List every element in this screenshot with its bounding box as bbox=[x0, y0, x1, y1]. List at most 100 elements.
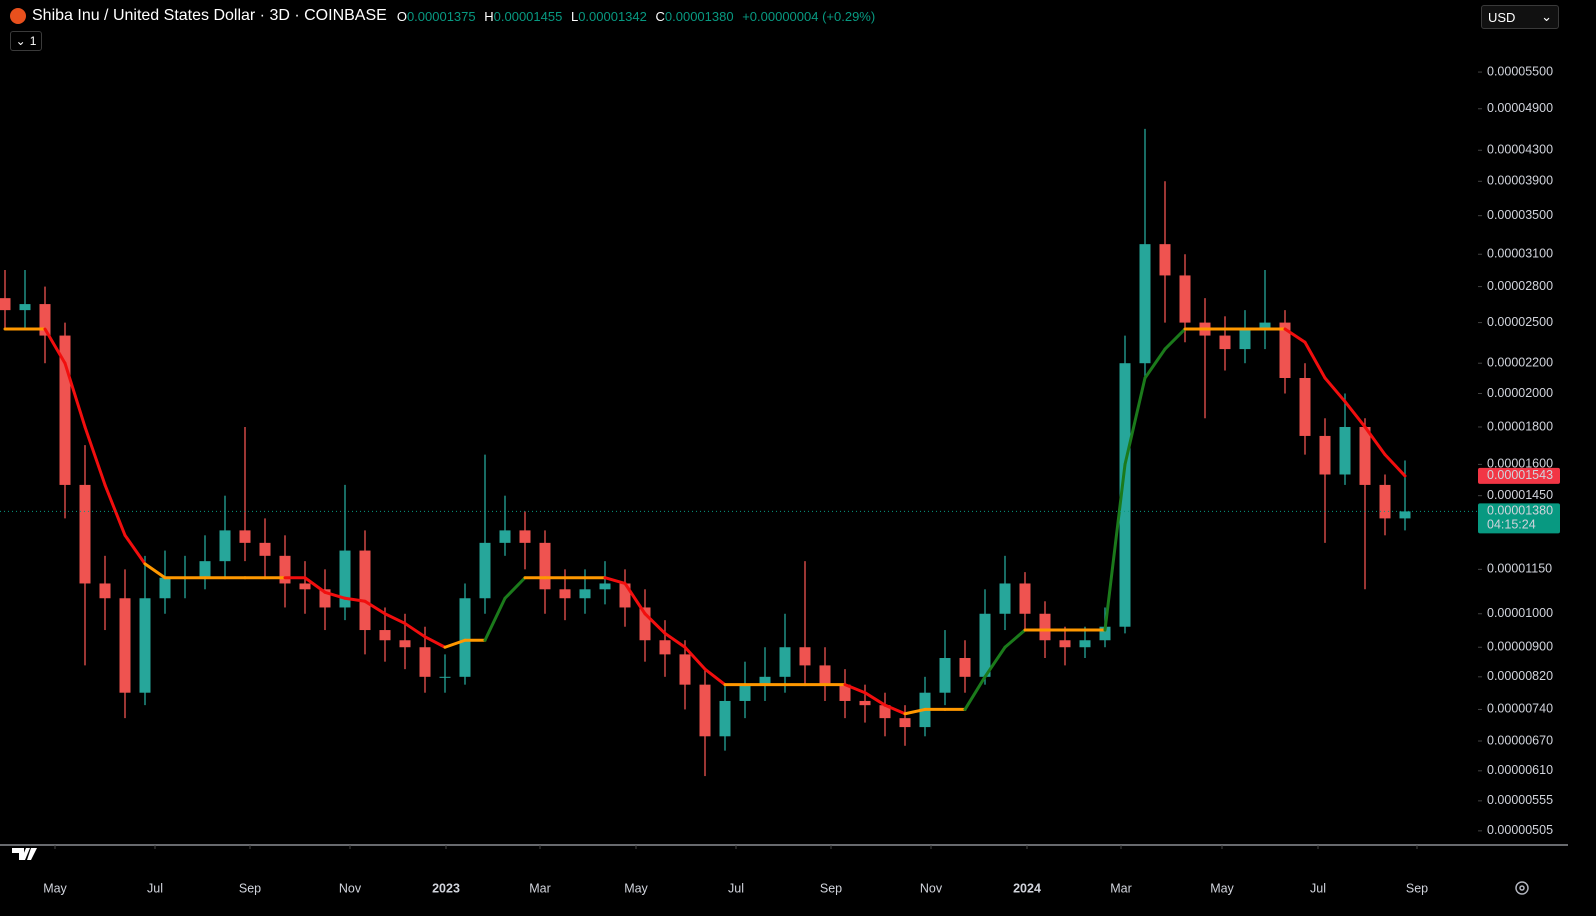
candle-body bbox=[339, 550, 351, 608]
candle-body bbox=[979, 613, 991, 677]
y-tick-label: 0.00002000 bbox=[1487, 386, 1553, 400]
x-tick-label: Sep bbox=[820, 881, 842, 895]
price-tag bbox=[1478, 503, 1560, 534]
candle-body bbox=[1179, 275, 1191, 323]
trail-segment bbox=[903, 707, 927, 716]
symbol-title[interactable]: Shiba Inu / United States Dollar · 3D · … bbox=[32, 7, 387, 24]
y-tick-label: 0.00002500 bbox=[1487, 315, 1553, 329]
x-tick-label: 2024 bbox=[1013, 881, 1041, 895]
candle-body bbox=[1099, 626, 1111, 641]
candle-body bbox=[539, 542, 551, 590]
l-label: L bbox=[570, 8, 579, 24]
o-value: 0.00001375 bbox=[406, 8, 476, 24]
trail-segment bbox=[963, 675, 987, 711]
candle-body bbox=[1079, 640, 1091, 648]
indicator-count: 1 bbox=[29, 34, 37, 48]
candle-body bbox=[1119, 363, 1131, 627]
candle-body bbox=[1399, 511, 1411, 519]
x-tick-label: Jul bbox=[728, 881, 744, 895]
trail-segment bbox=[383, 612, 407, 625]
x-tick-label: May bbox=[624, 881, 648, 895]
trail-segment bbox=[443, 638, 467, 649]
y-tick-label: 0.00004300 bbox=[1487, 143, 1553, 157]
x-tick-label: Mar bbox=[529, 881, 551, 895]
y-tick-label: 0.00003100 bbox=[1487, 247, 1553, 261]
trail-segment bbox=[1383, 453, 1407, 478]
trail-segment bbox=[143, 562, 167, 580]
change-value: +0.00000004 (+0.29%) bbox=[742, 8, 876, 24]
trail-segment bbox=[703, 667, 727, 687]
x-tick-label: May bbox=[43, 881, 67, 895]
candle-body bbox=[519, 530, 531, 543]
y-tick-label: 0.00001800 bbox=[1487, 419, 1553, 433]
trail-segment bbox=[1343, 400, 1367, 429]
trail-segment bbox=[603, 576, 627, 585]
trail-segment bbox=[983, 645, 1007, 679]
trail-segment bbox=[883, 703, 907, 716]
chevron: ⌄ bbox=[1541, 9, 1552, 24]
candle-body bbox=[759, 676, 771, 685]
candle-body bbox=[1359, 426, 1371, 485]
candle-body bbox=[719, 700, 731, 737]
candle-body bbox=[399, 640, 411, 648]
trail-segment bbox=[623, 581, 647, 616]
trail-segment bbox=[103, 483, 127, 537]
candle-body bbox=[839, 684, 851, 701]
candle-body bbox=[1059, 640, 1071, 648]
candle-body bbox=[299, 583, 311, 590]
trail-segment bbox=[1143, 347, 1167, 380]
trail-segment bbox=[483, 596, 507, 642]
candle-body bbox=[639, 607, 651, 641]
trail-segment bbox=[683, 645, 707, 671]
candle-body bbox=[859, 700, 871, 706]
candle-body bbox=[319, 589, 331, 608]
indicator-toggle[interactable]: ⌄ 1 bbox=[10, 31, 42, 51]
x-tick-label: Mar bbox=[1110, 881, 1132, 895]
candle-body bbox=[1239, 329, 1251, 350]
ohlc-legend: O0.00001375 H0.00001455 L0.00001342 C0.0… bbox=[397, 9, 880, 24]
countdown: 04:15:24 bbox=[1487, 518, 1536, 532]
candle-body bbox=[199, 561, 211, 578]
candle-body bbox=[739, 684, 751, 701]
trail-segment bbox=[1323, 376, 1347, 404]
trail-segment bbox=[423, 635, 447, 649]
candle-body bbox=[1339, 426, 1351, 475]
trail-segment bbox=[1283, 327, 1307, 344]
y-tick-label: 0.00001150 bbox=[1487, 562, 1552, 576]
candle-body bbox=[1159, 244, 1171, 276]
symbol-header: Shiba Inu / United States Dollar · 3D · … bbox=[10, 7, 880, 25]
y-tick-label: 0.00000555 bbox=[1487, 793, 1553, 807]
trail-segment bbox=[503, 576, 527, 600]
symbol-icon bbox=[10, 8, 26, 24]
candle-body bbox=[799, 647, 811, 666]
candle-body bbox=[559, 589, 571, 599]
x-tick-label: Sep bbox=[239, 881, 261, 895]
candle-body bbox=[679, 654, 691, 685]
candle-body bbox=[119, 598, 131, 693]
candle-body bbox=[139, 598, 151, 693]
trail-segment bbox=[1103, 462, 1127, 632]
candle-body bbox=[279, 555, 291, 584]
y-tick-label: 0.00002200 bbox=[1487, 356, 1553, 370]
candle-body bbox=[159, 577, 171, 599]
trail-segment bbox=[343, 596, 367, 603]
trail-segment bbox=[323, 590, 347, 600]
currency-select[interactable]: USD ⌄ bbox=[1481, 5, 1559, 29]
settings-icon[interactable] bbox=[1515, 881, 1529, 895]
candle-body bbox=[19, 304, 31, 311]
y-tick-label: 0.00004900 bbox=[1487, 101, 1553, 115]
trail-segment bbox=[1163, 327, 1187, 351]
candle-body bbox=[1299, 377, 1311, 436]
trail-segment bbox=[83, 425, 107, 487]
candle-body bbox=[1039, 613, 1051, 641]
trail-segment bbox=[303, 576, 327, 594]
y-tick-label: 0.00001450 bbox=[1487, 488, 1553, 502]
y-tick-label: 0.00000610 bbox=[1487, 763, 1553, 777]
x-tick-label: Nov bbox=[920, 881, 943, 895]
trail-segment bbox=[363, 599, 387, 616]
candle-body bbox=[219, 530, 231, 562]
y-tick-label: 0.00001600 bbox=[1487, 457, 1553, 471]
x-tick-label: Jul bbox=[1310, 881, 1326, 895]
candle-body bbox=[239, 530, 251, 543]
y-tick-label: 0.00003900 bbox=[1487, 174, 1553, 188]
